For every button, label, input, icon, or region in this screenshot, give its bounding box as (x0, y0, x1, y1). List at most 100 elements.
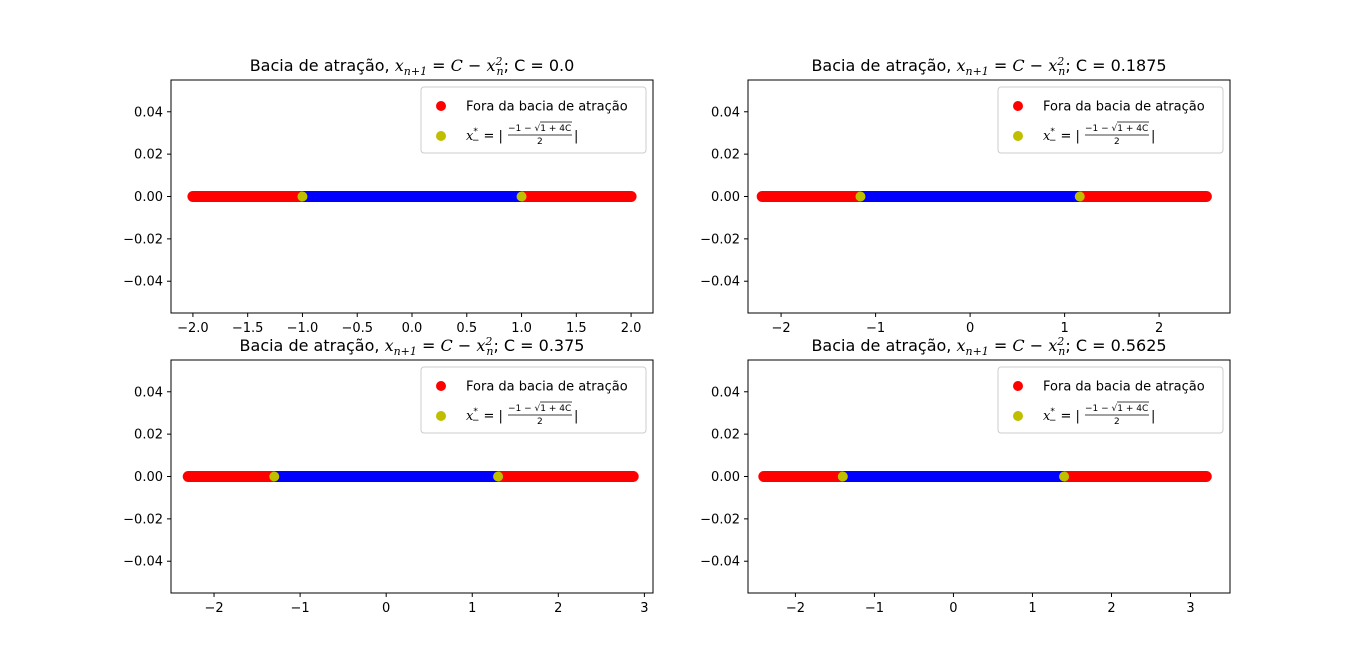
legend-formula-numerator: −1 − √1 + 4C (508, 123, 571, 134)
x-tick-label: 2.0 (621, 321, 642, 336)
x-tick-label: 1 (1028, 601, 1036, 616)
legend-formula-abs-close: | (1151, 129, 1155, 144)
legend-label-fixed-point: x* − = | −1 − √1 + 4C 2 | (1043, 121, 1155, 147)
x-tick-label: 2 (554, 601, 562, 616)
title-math-eq: = (427, 56, 451, 75)
y-tick-label: −0.04 (700, 555, 740, 570)
legend-frame (997, 86, 1224, 154)
title-math-subn: n (486, 345, 493, 358)
title-math-minus: − (1025, 56, 1049, 75)
title-math-xn: x (1048, 336, 1057, 355)
title-suffix: ; C = 0.375 (493, 336, 584, 355)
legend-marker-outside (1013, 101, 1023, 111)
y-tick-label: 0.04 (134, 385, 163, 400)
title-math-sup: 2 (495, 55, 503, 68)
title-math-sup: 2 (1056, 55, 1064, 68)
x-tick-label: −2 (771, 321, 790, 336)
legend-label-fixed-point: x* − = | −1 − √1 + 4C 2 | (466, 401, 578, 427)
legend-formula-eq: = | (1056, 409, 1080, 424)
title-math-c: C (451, 56, 463, 75)
legend-formula-numerator: −1 − √1 + 4C (1085, 123, 1148, 134)
title-math-xn: x (486, 56, 495, 75)
legend-marker-fixed-point (436, 411, 446, 421)
legend-formula-denominator: 2 (537, 417, 543, 427)
title-math-sup: 2 (1056, 335, 1064, 348)
title-math-x: x (395, 56, 404, 75)
title-math-minus: − (1025, 336, 1049, 355)
title-math-c: C (1012, 336, 1024, 355)
chart-title: Bacia de atração, xn+1 = C − x2 n; C = 0.… (240, 335, 585, 358)
y-tick-label: 0.00 (134, 190, 163, 205)
legend-formula-x: x (466, 409, 474, 424)
title-math-sup: 2 (484, 335, 492, 348)
legend-formula-eq: = | (1056, 129, 1080, 144)
legend-label-outside: Fora da bacia de atração (466, 100, 628, 115)
x-tick-label: −2 (786, 601, 805, 616)
y-tick-label: −0.04 (700, 275, 740, 290)
legend-formula-lhs: x* − = | (1043, 407, 1080, 426)
x-tick-label: −2 (204, 601, 223, 616)
title-math-sub: n+1 (966, 65, 989, 78)
title-prefix: Bacia de atração, (250, 56, 395, 75)
x-tick-label: 1.5 (566, 321, 587, 336)
x-tick-label: −1.0 (287, 321, 319, 336)
x-tick-label: −0.5 (341, 321, 373, 336)
x-tick-label: 2 (1107, 601, 1115, 616)
y-tick-label: −0.02 (123, 512, 163, 527)
legend-formula-eq: = | (479, 129, 503, 144)
title-math-c: C (1012, 56, 1024, 75)
legend-frame (420, 366, 647, 434)
x-tick-label: −1 (291, 601, 310, 616)
data-marks (187, 191, 637, 202)
fixed-point-marker-1 (297, 191, 308, 202)
fixed-point-marker-2 (516, 191, 527, 202)
x-tick-label: 1 (1060, 321, 1068, 336)
legend-marker-fixed-point (436, 131, 446, 141)
title-math-minus: − (463, 56, 487, 75)
legend-formula-abs-close: | (1151, 409, 1155, 424)
title-math-c: C (440, 336, 452, 355)
y-tick-label: 0.04 (711, 385, 740, 400)
legend-label-fixed-point: x* − = | −1 − √1 + 4C 2 | (1043, 401, 1155, 427)
title-math-subn: n (1058, 65, 1065, 78)
x-tick-label: −1.5 (232, 321, 264, 336)
x-tick-label: 0 (949, 601, 957, 616)
title-prefix: Bacia de atração, (811, 336, 956, 355)
x-tick-label: 1.0 (511, 321, 532, 336)
x-tick-label: 0.0 (402, 321, 423, 336)
title-math-eq: = (989, 336, 1013, 355)
legend-formula-x: x (1043, 129, 1051, 144)
legend-label-outside: Fora da bacia de atração (1043, 380, 1205, 395)
legend-label-outside: Fora da bacia de atração (1043, 100, 1205, 115)
legend: Fora da bacia de atração x* − = | −1 − √1 +… (997, 86, 1224, 154)
title-suffix: ; C = 0.0 (504, 56, 575, 75)
title-math-sub: n+1 (394, 345, 417, 358)
title-suffix: ; C = 0.1875 (1065, 56, 1166, 75)
legend-marker-outside (436, 381, 446, 391)
title-math-xn: x (476, 336, 485, 355)
fixed-point-marker-2 (493, 471, 504, 482)
legend-formula-minus-sub: − (1049, 136, 1057, 146)
x-tick-label: 3 (640, 601, 648, 616)
legend-label-fixed-point: x* − = | −1 − √1 + 4C 2 | (466, 121, 578, 147)
fixed-point-marker-1 (269, 471, 280, 482)
legend-formula-numerator: −1 − √1 + 4C (1085, 403, 1148, 414)
title-suffix: ; C = 0.5625 (1065, 336, 1166, 355)
legend-formula-abs-close: | (574, 129, 578, 144)
legend-formula-star: * (1050, 407, 1055, 417)
title-math-sub: n+1 (404, 65, 427, 78)
y-tick-label: 0.00 (711, 190, 740, 205)
data-marks (756, 191, 1212, 202)
chart-panel-1: Bacia de atração, xn+1 = C − x2 n; C = 0.… (123, 55, 654, 336)
chart-title: Bacia de atração, xn+1 = C − x2 n; C = 0.… (811, 335, 1166, 358)
legend: Fora da bacia de atração x* − = | −1 − √1 +… (420, 366, 647, 434)
fixed-point-marker-1 (837, 471, 848, 482)
x-tick-label: −1 (866, 321, 885, 336)
legend-label-outside: Fora da bacia de atração (466, 380, 628, 395)
legend-frame (420, 86, 647, 154)
x-tick-label: −1 (865, 601, 884, 616)
legend-formula-star: * (473, 407, 478, 417)
legend-formula-numerator: −1 − √1 + 4C (508, 403, 571, 414)
legend-formula-star: * (1050, 127, 1055, 137)
